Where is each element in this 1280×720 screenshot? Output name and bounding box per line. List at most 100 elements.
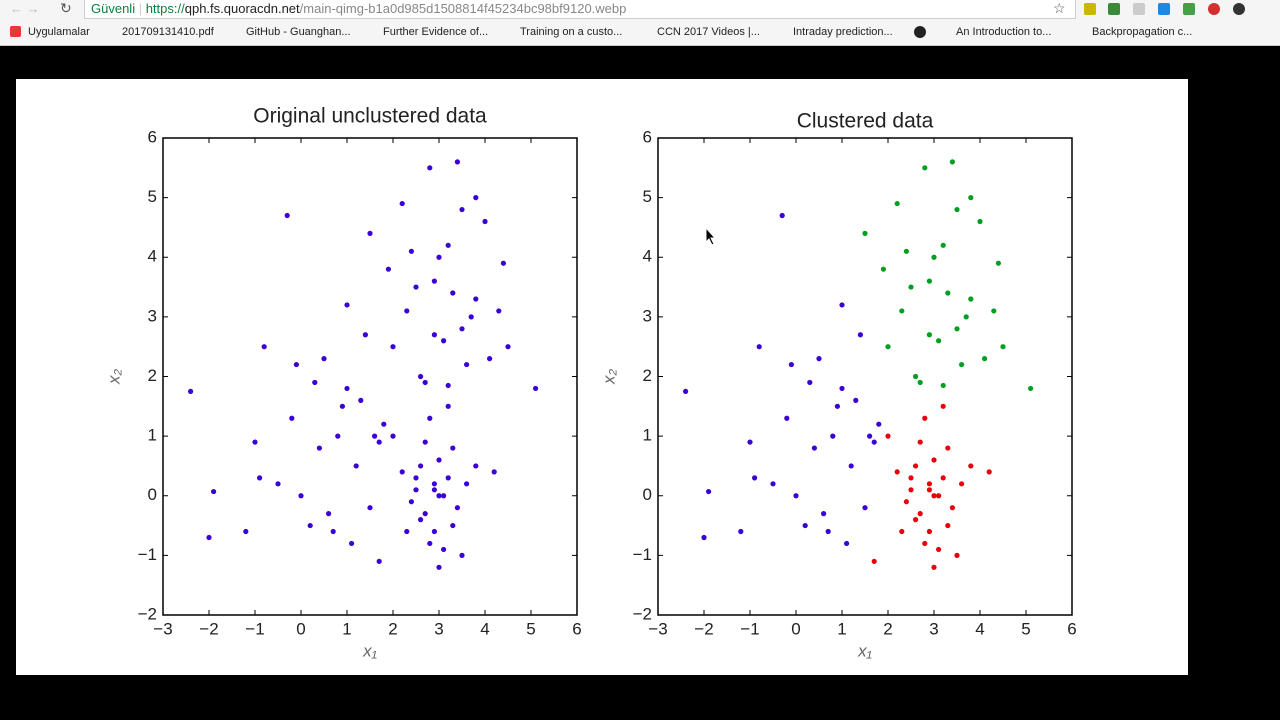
point bbox=[473, 463, 479, 469]
point bbox=[949, 505, 956, 511]
y-tick-label: 2 bbox=[643, 366, 652, 385]
point bbox=[876, 421, 882, 427]
point bbox=[793, 493, 799, 499]
point bbox=[867, 433, 873, 439]
point bbox=[445, 382, 451, 389]
point bbox=[922, 540, 928, 547]
point bbox=[464, 481, 470, 487]
profile-icon[interactable] bbox=[1233, 3, 1245, 15]
point bbox=[968, 195, 974, 201]
point bbox=[436, 493, 442, 499]
x-tick-label: 2 bbox=[883, 619, 892, 638]
point bbox=[940, 475, 946, 481]
bookmark[interactable]: CCN 2017 Videos |... bbox=[657, 26, 760, 38]
point bbox=[931, 493, 937, 499]
bookmark[interactable]: 201709131410.pdf bbox=[122, 26, 214, 38]
point bbox=[885, 433, 891, 439]
bookmark[interactable]: Training on a custo... bbox=[520, 26, 623, 38]
x-tick-label: −3 bbox=[153, 619, 172, 638]
bookmark[interactable]: Uygulamalar bbox=[28, 26, 90, 38]
address-bar[interactable]: Güvenli | https://qph.fs.quoracdn.net/ma… bbox=[84, 0, 1076, 19]
y-tick-label: 1 bbox=[148, 426, 157, 445]
point bbox=[706, 488, 712, 495]
point bbox=[275, 481, 281, 487]
point bbox=[917, 379, 923, 386]
point bbox=[344, 385, 350, 392]
y-tick-label: 0 bbox=[643, 485, 652, 504]
point bbox=[404, 528, 410, 535]
x-tick-label: 3 bbox=[434, 619, 443, 638]
reload-button[interactable]: ↻ bbox=[60, 0, 72, 16]
point bbox=[431, 528, 437, 535]
y-tick-label: −2 bbox=[633, 604, 652, 623]
point bbox=[473, 195, 479, 201]
secure-label: Güvenli bbox=[91, 1, 136, 16]
point bbox=[903, 499, 910, 505]
point bbox=[816, 356, 822, 362]
point bbox=[500, 260, 506, 266]
toolbar: ← → ↻ Güvenli | https://qph.fs.quoracdn.… bbox=[0, 0, 1280, 20]
x-tick-label: −1 bbox=[245, 619, 264, 638]
back-button[interactable]: ← → bbox=[10, 1, 40, 16]
bookmark[interactable]: Backpropagation c... bbox=[1092, 26, 1193, 38]
bookmark-icon[interactable] bbox=[914, 26, 926, 38]
point bbox=[399, 469, 405, 475]
point bbox=[404, 308, 410, 314]
point bbox=[436, 254, 442, 260]
y-tick-label: −1 bbox=[633, 545, 652, 564]
point bbox=[372, 433, 378, 439]
bookmark[interactable]: Further Evidence of... bbox=[383, 26, 489, 38]
point bbox=[899, 528, 905, 535]
point bbox=[770, 481, 776, 487]
point bbox=[945, 522, 951, 529]
point bbox=[312, 379, 318, 386]
point bbox=[454, 159, 460, 165]
point bbox=[427, 540, 433, 547]
point bbox=[936, 493, 942, 499]
image-background bbox=[16, 79, 1188, 675]
bookmark[interactable]: An Introduction to... bbox=[956, 26, 1052, 38]
point bbox=[802, 522, 808, 529]
y-tick-label: 0 bbox=[148, 485, 157, 504]
extension-icon[interactable] bbox=[1108, 3, 1120, 15]
y-tick-label: 4 bbox=[148, 247, 157, 266]
point bbox=[418, 463, 424, 469]
point bbox=[289, 415, 295, 421]
point bbox=[945, 290, 951, 296]
extension-icon[interactable] bbox=[1133, 3, 1145, 15]
extension-icon[interactable] bbox=[1183, 3, 1195, 15]
y-axis-label: x₂ bbox=[104, 368, 123, 385]
point bbox=[436, 457, 442, 463]
point bbox=[977, 218, 983, 225]
point bbox=[908, 284, 914, 290]
point bbox=[468, 314, 474, 320]
point bbox=[307, 522, 313, 529]
point bbox=[885, 344, 891, 350]
point bbox=[482, 218, 488, 225]
bookmark[interactable]: GitHub - Guanghan... bbox=[246, 26, 351, 38]
bookmark[interactable]: Intraday prediction... bbox=[793, 26, 893, 38]
extension-icon[interactable] bbox=[1158, 3, 1170, 15]
y-tick-label: 5 bbox=[643, 187, 652, 206]
extension-icon[interactable] bbox=[1084, 3, 1096, 15]
y-tick-label: −2 bbox=[138, 604, 157, 623]
point bbox=[413, 284, 419, 290]
point bbox=[445, 475, 451, 481]
point bbox=[926, 278, 933, 284]
point bbox=[752, 475, 758, 481]
point bbox=[487, 356, 493, 362]
x-tick-label: 3 bbox=[929, 619, 938, 638]
star-button[interactable]: ☆ bbox=[1053, 0, 1066, 16]
extension-icon[interactable] bbox=[1208, 3, 1220, 15]
url-path: /main-qimg-b1a0d985d1508814f45234bc98bf9… bbox=[299, 1, 627, 16]
point bbox=[871, 558, 877, 564]
point bbox=[418, 373, 424, 380]
point bbox=[954, 326, 960, 332]
point bbox=[931, 564, 937, 570]
point bbox=[450, 290, 456, 296]
point bbox=[252, 439, 258, 445]
point bbox=[326, 511, 332, 517]
point bbox=[353, 463, 359, 469]
point bbox=[807, 379, 813, 386]
